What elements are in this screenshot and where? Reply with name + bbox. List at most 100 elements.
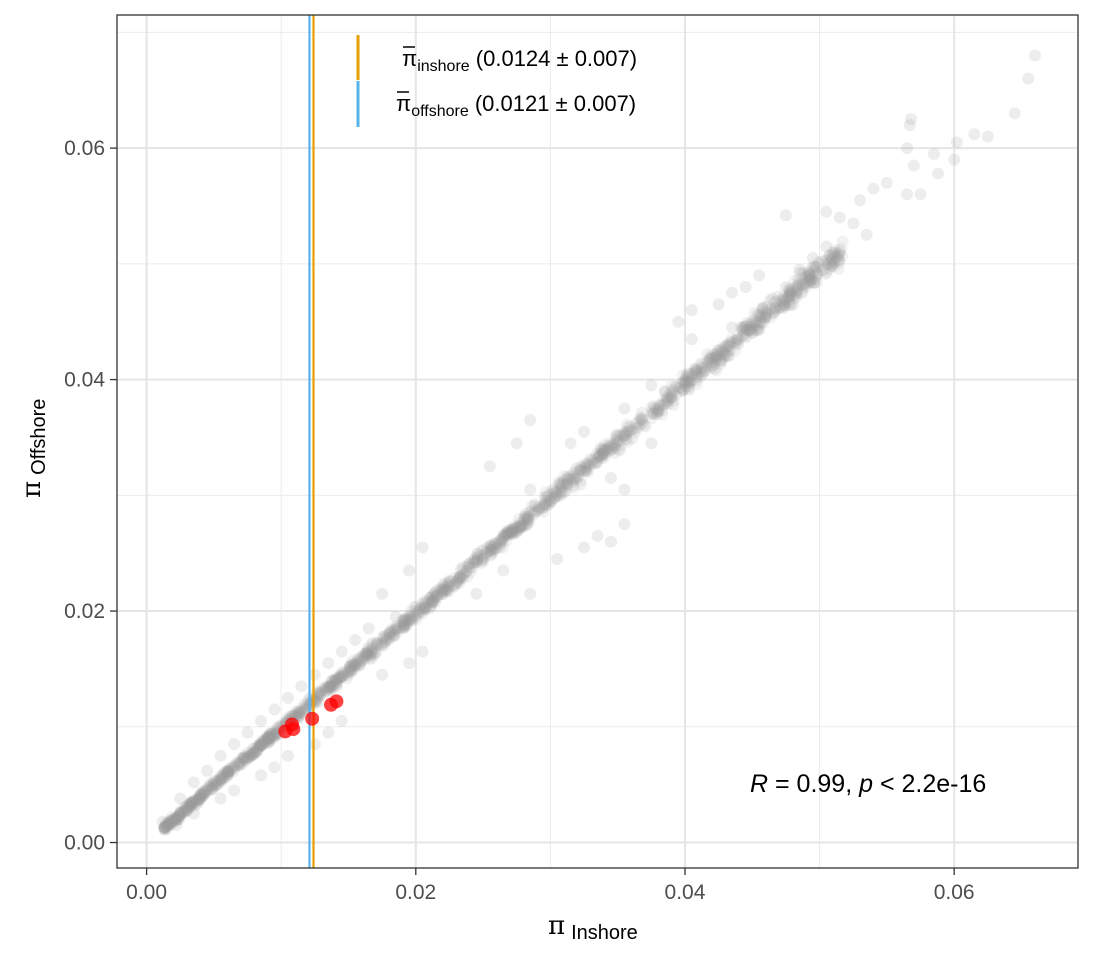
background-point [653, 398, 666, 411]
background-point [754, 310, 767, 323]
background-point [596, 451, 608, 464]
background-point [429, 585, 442, 598]
background-point [321, 685, 334, 698]
background-point [397, 614, 410, 627]
background-point [268, 728, 281, 741]
x-tick-label: 0.04 [665, 881, 706, 904]
background-point [547, 492, 560, 504]
background-point [485, 542, 498, 555]
background-point [714, 352, 727, 365]
background-point [578, 425, 591, 438]
background-point [725, 333, 738, 346]
background-point [518, 513, 531, 526]
background-point [799, 276, 812, 289]
background-point [773, 301, 786, 314]
background-point [698, 362, 711, 374]
background-point [665, 391, 677, 404]
background-point [369, 646, 382, 659]
background-point [347, 664, 360, 677]
background-point [521, 513, 534, 526]
background-point [180, 804, 193, 817]
background-point [523, 516, 535, 529]
background-point [718, 350, 730, 363]
background-point [701, 356, 714, 369]
background-point [710, 350, 723, 363]
background-point [254, 740, 266, 753]
background-point [253, 738, 266, 751]
background-point [206, 779, 219, 791]
background-point [250, 745, 263, 758]
background-point [1022, 72, 1035, 85]
background-point [163, 814, 176, 827]
background-point [667, 394, 680, 407]
background-point [618, 518, 631, 531]
background-point [262, 735, 275, 748]
background-point [787, 289, 800, 302]
background-point [294, 705, 307, 718]
background-point [761, 307, 774, 319]
background-point [426, 590, 439, 603]
background-point [732, 338, 745, 351]
background-point [222, 766, 235, 779]
background-point [334, 669, 347, 682]
background-point [708, 358, 721, 371]
background-point [351, 657, 364, 669]
background-point [457, 560, 470, 573]
background-point [159, 820, 172, 833]
x-tick-label: 0.00 [126, 881, 167, 904]
background-point [536, 501, 549, 514]
background-point [759, 308, 772, 321]
background-point [173, 813, 186, 826]
background-point [257, 734, 270, 747]
background-point [914, 188, 927, 201]
background-point [294, 706, 307, 719]
background-point [745, 318, 758, 331]
background-point [378, 636, 391, 649]
background-point [778, 292, 791, 305]
background-point [170, 811, 183, 824]
background-point [412, 608, 425, 621]
background-point [419, 602, 432, 615]
background-point [408, 601, 421, 613]
background-point [750, 318, 763, 331]
background-point [262, 730, 275, 743]
background-point [397, 613, 410, 626]
background-point [205, 783, 218, 796]
background-point [175, 806, 188, 819]
background-point [560, 485, 573, 497]
background-point [361, 648, 374, 661]
background-point [581, 458, 594, 471]
background-point [678, 375, 691, 388]
background-point [361, 642, 374, 655]
background-point [330, 674, 343, 687]
background-point [785, 284, 797, 297]
background-point [1008, 107, 1021, 120]
background-point [511, 524, 524, 537]
background-point [768, 296, 781, 309]
background-point [191, 794, 204, 807]
background-point [390, 623, 403, 636]
background-point [684, 376, 697, 389]
background-point [568, 465, 581, 478]
background-point [555, 480, 568, 493]
background-point [436, 585, 449, 598]
background-point [228, 738, 241, 751]
background-point [784, 287, 797, 300]
background-point [685, 333, 698, 346]
background-point [403, 657, 416, 670]
background-point [756, 303, 769, 316]
background-point [783, 299, 796, 312]
background-point [679, 373, 692, 386]
background-point [673, 381, 686, 394]
background-point [490, 542, 503, 555]
background-point [203, 780, 216, 793]
background-point [435, 583, 448, 595]
background-point [527, 506, 540, 519]
background-point [689, 365, 702, 378]
background-point [627, 424, 639, 437]
background-point [636, 413, 649, 426]
background-point [799, 270, 812, 283]
background-point [614, 438, 627, 451]
background-point [508, 523, 521, 536]
background-point [558, 486, 571, 499]
